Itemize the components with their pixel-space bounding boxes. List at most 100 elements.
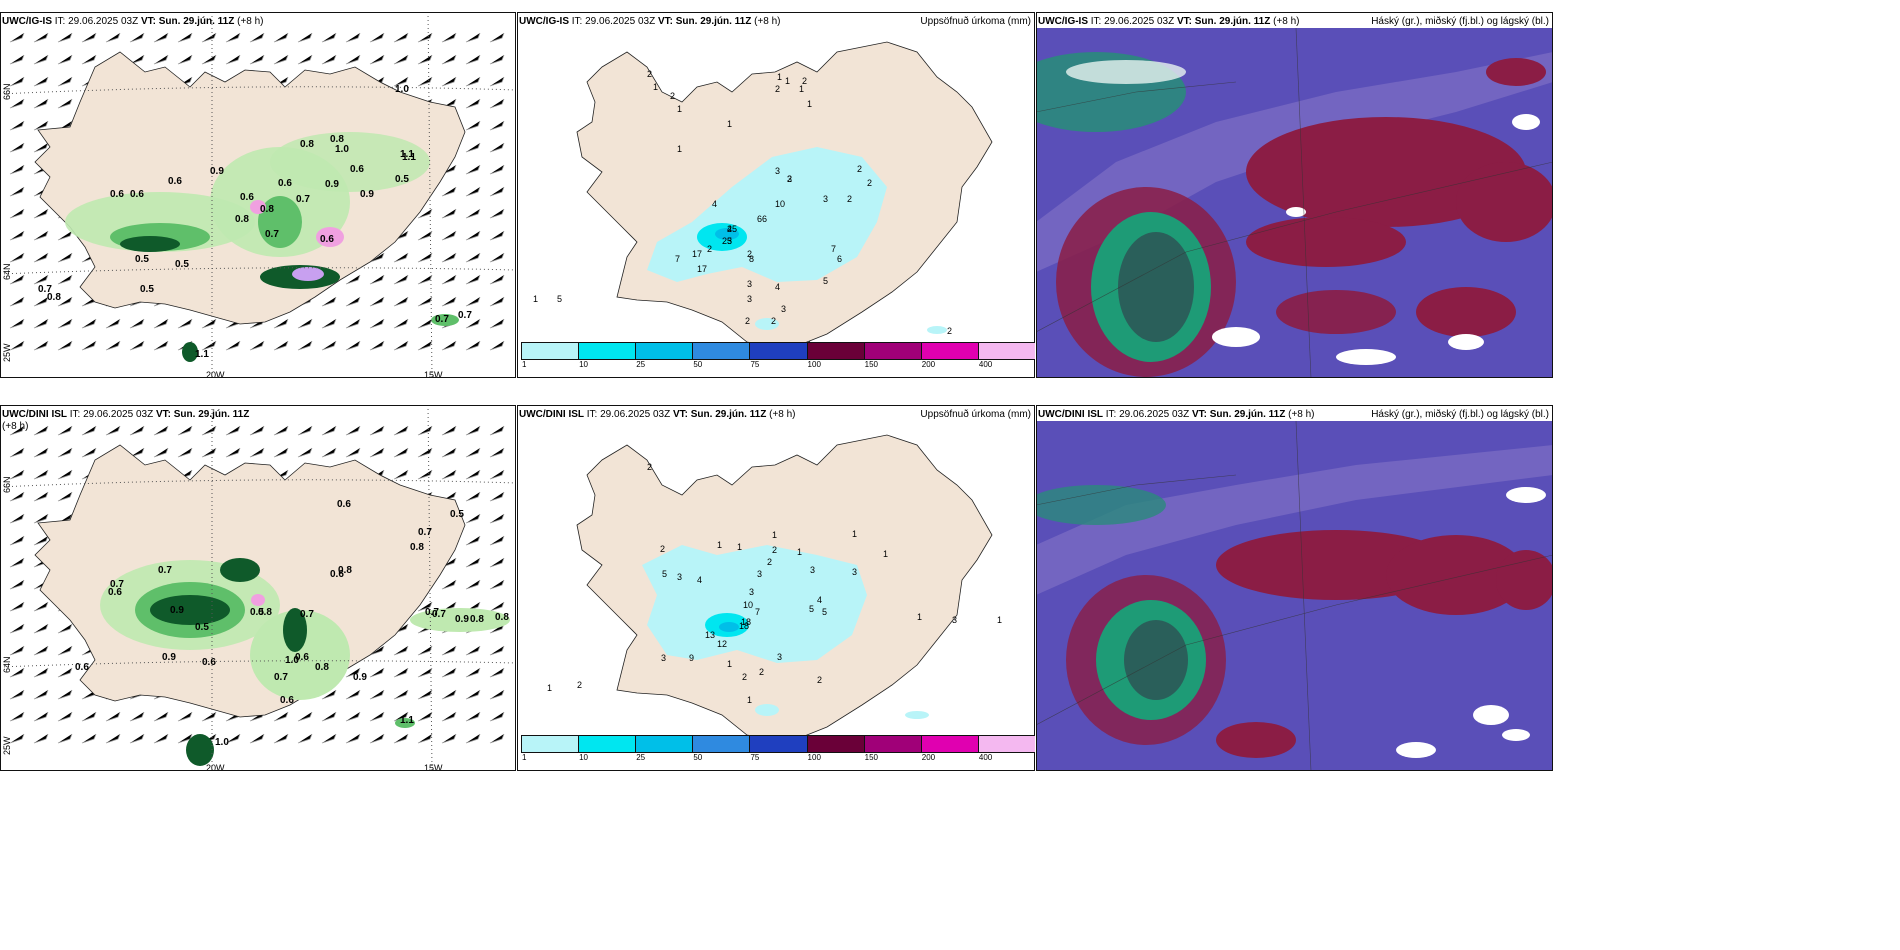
wind-barb: [393, 469, 409, 480]
wind-barb: [489, 142, 505, 153]
wind-barb: [369, 425, 385, 436]
wind-barb: [489, 645, 505, 656]
wind-barb: [441, 252, 457, 263]
wind-barb: [153, 340, 169, 351]
wind-value: 0.8: [410, 542, 424, 553]
precip-value: 7: [675, 254, 680, 264]
legend-tick: 75: [750, 360, 760, 369]
wind-barb: [465, 645, 481, 656]
wind-value: 0.7: [418, 527, 432, 538]
precip-value: 1: [533, 294, 538, 304]
wind-value: 0.6: [130, 189, 144, 200]
wind-barb: [369, 645, 385, 656]
wind-barb: [9, 164, 25, 175]
wind-value: 0.9: [325, 179, 339, 190]
wind-barb: [345, 296, 361, 307]
wind-barb: [249, 733, 265, 744]
panel-right-title: Háský (gr.), miðský (fj.bl.) og lágský (…: [1371, 409, 1549, 420]
wind-barb: [9, 645, 25, 656]
wind-barb: [57, 252, 73, 263]
wind-barb: [297, 425, 313, 436]
wind-barb: [9, 601, 25, 612]
wind-barb: [465, 579, 481, 590]
wind-value: 1.1: [400, 149, 414, 160]
wind-barb: [273, 425, 289, 436]
wind-barb: [9, 513, 25, 524]
wind-barb: [57, 667, 73, 678]
legend-tick: 100: [807, 360, 821, 369]
wind-barb: [489, 491, 505, 502]
wind-barb: [369, 32, 385, 43]
wind-barb: [9, 318, 25, 329]
wind-barb: [57, 425, 73, 436]
precip-value: 25: [722, 236, 732, 246]
wind-barb: [201, 318, 217, 329]
wind-barb: [33, 252, 49, 263]
wind-barb: [345, 667, 361, 678]
precip-value: 1: [997, 615, 1002, 625]
wind-barb: [9, 296, 25, 307]
wind-value: 1.1: [402, 152, 416, 163]
wind-barb: [489, 469, 505, 480]
wind-barb: [33, 601, 49, 612]
legend-swatch: [750, 736, 808, 752]
wind-barb: [201, 32, 217, 43]
wind-barb: [489, 208, 505, 219]
map-wind-bottom[interactable]: 66N 64N 20W 15W 25W 0.60.60.70.50.70.80.…: [0, 405, 516, 771]
wind-value: 1.1: [195, 349, 209, 360]
wind-barb: [369, 252, 385, 263]
legend-tick: 200: [921, 360, 936, 369]
wind-barb: [417, 645, 433, 656]
map-cloud-top[interactable]: [1036, 12, 1553, 378]
wind-value: 0.5: [175, 259, 189, 270]
wind-barb: [33, 645, 49, 656]
legend-tick: 400: [978, 753, 993, 762]
wind-barb: [9, 32, 25, 43]
precip-value: 8: [749, 254, 754, 264]
panel-title: UWC/IG-IS IT: 29.06.2025 03Z VT: Sun. 29…: [519, 16, 781, 27]
wind-barb: [393, 340, 409, 351]
wind-barb: [465, 274, 481, 285]
wind-barb: [57, 32, 73, 43]
wind-barb: [465, 318, 481, 329]
precip-value: 2: [802, 76, 807, 86]
precip-value: 2: [660, 544, 665, 554]
wind-barb: [465, 208, 481, 219]
wind-barb: [489, 32, 505, 43]
wind-barb: [489, 601, 505, 612]
wind-barb: [489, 252, 505, 263]
wind-barb: [273, 54, 289, 65]
precip-value: 1: [727, 119, 732, 129]
legend-tick: 10: [579, 360, 589, 369]
legend-tick: 400: [978, 360, 993, 369]
wind-value: 0.5: [140, 284, 154, 295]
legend-swatch: [921, 343, 979, 359]
precip-value: 3: [852, 567, 857, 577]
map-wind-top[interactable]: 66N 64N 20W 15W 25W 0.61.00.61.10.80.9 0.…: [0, 12, 516, 378]
wind-barb: [57, 645, 73, 656]
wind-value: 0.9: [210, 166, 224, 177]
wind-barb: [249, 425, 265, 436]
precip-value: 3: [757, 569, 762, 579]
wind-barb: [129, 733, 145, 744]
wind-barb: [369, 340, 385, 351]
wind-barb: [489, 98, 505, 109]
precip-shading: [65, 132, 459, 362]
wind-barb: [57, 318, 73, 329]
wind-barb: [465, 142, 481, 153]
wind-barb: [369, 711, 385, 722]
wind-barb: [57, 274, 73, 285]
wind-barb: [153, 711, 169, 722]
legend-swatch: [522, 736, 580, 752]
wind-barb: [489, 425, 505, 436]
wind-barb: [57, 447, 73, 458]
wind-barb: [105, 711, 121, 722]
wind-barb: [441, 645, 457, 656]
map-cloud-bottom[interactable]: [1036, 405, 1553, 771]
wind-barb: [153, 318, 169, 329]
precip-value: 1: [883, 549, 888, 559]
precip-value: 2: [767, 557, 772, 567]
precip-value: 25: [727, 224, 737, 234]
